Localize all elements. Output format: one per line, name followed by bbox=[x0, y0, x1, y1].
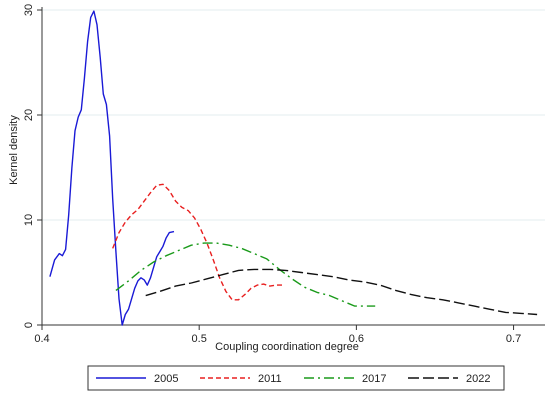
series-line-2017 bbox=[115, 242, 376, 307]
legend: 2005 2011 2017 2022 bbox=[87, 365, 505, 391]
y-axis-title: Kernel density bbox=[8, 115, 20, 185]
legend-label-2011: 2011 bbox=[258, 373, 282, 385]
x-tick-label: 0.4 bbox=[34, 333, 49, 345]
x-tick-label: 0.6 bbox=[349, 333, 364, 345]
x-axis-title: Coupling coordination degree bbox=[215, 341, 359, 353]
series-line-2022 bbox=[145, 268, 538, 316]
tick-labels: 0 10 20 30 0.4 0.5 0.6 0.7 bbox=[23, 4, 521, 345]
y-tick-label: 0 bbox=[23, 322, 35, 328]
y-tick-label: 30 bbox=[23, 4, 35, 16]
series-line-2005 bbox=[49, 10, 175, 326]
legend-box bbox=[87, 365, 505, 391]
x-tick-label: 0.5 bbox=[192, 333, 207, 345]
legend-label-2022: 2022 bbox=[466, 373, 490, 385]
axes bbox=[41, 7, 545, 326]
legend-label-2005: 2005 bbox=[154, 373, 178, 385]
x-tick-label: 0.7 bbox=[506, 333, 521, 345]
series-lines bbox=[49, 10, 538, 326]
y-tick-label: 10 bbox=[23, 214, 35, 226]
series-line-2011 bbox=[112, 183, 283, 301]
y-tick-label: 20 bbox=[23, 109, 35, 121]
legend-label-2017: 2017 bbox=[362, 373, 386, 385]
